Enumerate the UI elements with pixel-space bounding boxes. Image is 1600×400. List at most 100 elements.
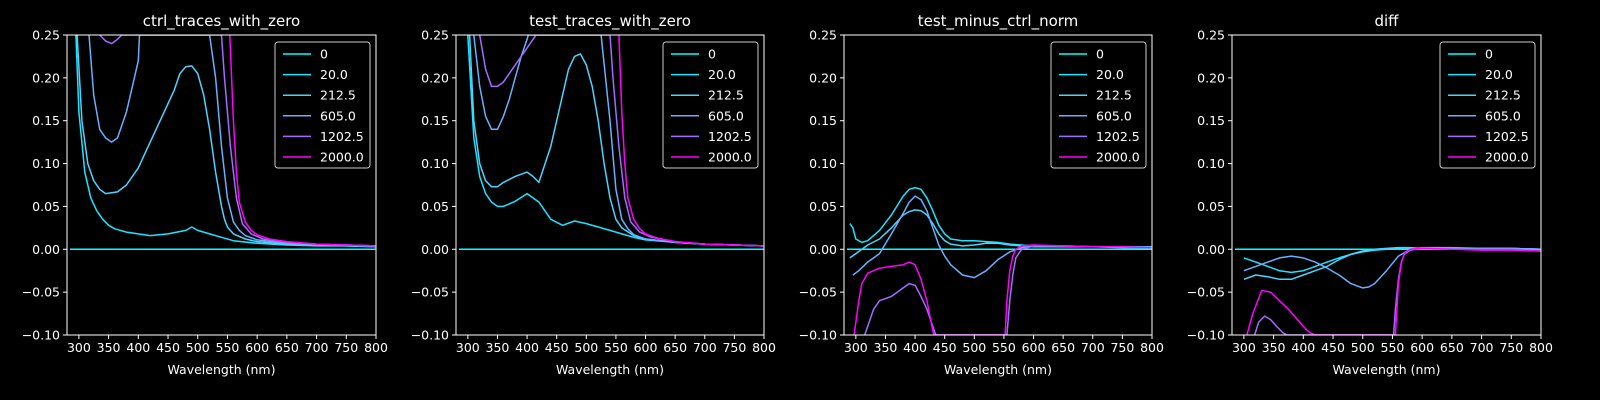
legend-label: 212.5 xyxy=(1096,88,1132,103)
x-tick-label: 650 xyxy=(1440,340,1464,355)
x-axis-ticks: 300 350 400 450 500 550 600 650 700 750 800 xyxy=(456,335,776,355)
x-axis-label: Wavelength (nm) xyxy=(1333,362,1441,377)
y-tick-label: −0.10 xyxy=(799,328,837,343)
y-tick-label: 0.10 xyxy=(421,156,449,171)
legend-label: 212.5 xyxy=(708,88,744,103)
y-tick-label: 0.15 xyxy=(421,113,449,128)
legend-label: 2000.0 xyxy=(1485,150,1529,165)
legend-label: 20.0 xyxy=(320,67,348,82)
x-tick-label: 550 xyxy=(1381,340,1405,355)
legend-label: 1202.5 xyxy=(1485,129,1529,144)
y-axis-ticks: 0.25 0.20 0.15 0.10 0.05 0.00 −0.05 −0.10 xyxy=(411,28,456,343)
panel-title: diff xyxy=(1374,12,1399,30)
axes-frame xyxy=(1231,34,1542,336)
y-tick-label: 0.25 xyxy=(32,28,60,43)
y-tick-label: 0.25 xyxy=(809,28,837,43)
series-line-2000-0 xyxy=(229,35,376,247)
x-axis-ticks: 300 350 400 450 500 550 600 650 700 750 800 xyxy=(844,335,1164,355)
y-tick-label: 0.05 xyxy=(809,199,837,214)
legend-label: 605.0 xyxy=(1485,108,1521,123)
x-tick-label: 800 xyxy=(364,340,388,355)
x-tick-label: 500 xyxy=(574,340,598,355)
y-tick-label: 0.25 xyxy=(421,28,449,43)
panel-4: diff 300 350 400 450 500 550 600 650 700 750 800 0.2… xyxy=(1187,12,1553,377)
legend-label: 0 xyxy=(1485,47,1493,62)
x-tick-label: 500 xyxy=(186,340,210,355)
x-tick-label: 350 xyxy=(97,340,121,355)
x-tick-label: 700 xyxy=(693,340,717,355)
legend: 0 20.0 212.5 605.0 1202.5 2000.0 xyxy=(1439,41,1536,169)
legend-label: 212.5 xyxy=(320,88,356,103)
series-lines xyxy=(459,35,764,251)
y-tick-label: −0.05 xyxy=(411,285,449,300)
legend-label: 1202.5 xyxy=(320,129,364,144)
y-tick-label: 0.15 xyxy=(809,113,837,128)
x-tick-label: 450 xyxy=(1321,340,1345,355)
x-tick-label: 400 xyxy=(126,340,150,355)
y-tick-label: 0.00 xyxy=(1197,242,1225,257)
x-tick-label: 450 xyxy=(156,340,180,355)
series-line-605-0 xyxy=(88,35,376,247)
axes-frame xyxy=(66,34,377,336)
axes-frame xyxy=(843,34,1153,336)
y-tick-label: 0.00 xyxy=(32,242,60,257)
y-tick-label: 0.10 xyxy=(32,156,60,171)
x-axis-label: Wavelength (nm) xyxy=(168,362,276,377)
x-tick-label: 500 xyxy=(962,340,986,355)
x-tick-label: 750 xyxy=(1110,340,1134,355)
x-tick-label: 650 xyxy=(275,340,299,355)
series-line-2000-0 xyxy=(1246,247,1541,335)
x-tick-label: 350 xyxy=(874,340,898,355)
series-lines xyxy=(847,186,1152,335)
legend-label: 0 xyxy=(320,47,328,62)
series-line-2000-0 xyxy=(618,35,764,247)
x-tick-label: 600 xyxy=(1410,340,1434,355)
legend: 0 20.0 212.5 605.0 1202.5 2000.0 xyxy=(662,41,759,169)
legend-label: 20.0 xyxy=(1485,67,1513,82)
legend-label: 2000.0 xyxy=(708,150,752,165)
legend-label: 605.0 xyxy=(708,108,744,123)
y-tick-label: 0.10 xyxy=(1197,156,1225,171)
series-lines xyxy=(1235,246,1541,335)
y-axis-ticks: 0.25 0.20 0.15 0.10 0.05 0.00 −0.05 −0.10 xyxy=(22,28,67,343)
x-tick-label: 350 xyxy=(486,340,510,355)
x-tick-label: 800 xyxy=(752,340,776,355)
series-line-212-5 xyxy=(76,35,376,248)
x-tick-label: 600 xyxy=(634,340,658,355)
x-tick-label: 550 xyxy=(216,340,240,355)
series-line-212-5 xyxy=(849,209,1152,259)
panel-title: ctrl_traces_with_zero xyxy=(143,12,300,31)
legend-label: 212.5 xyxy=(1485,88,1521,103)
x-tick-label: 700 xyxy=(305,340,329,355)
y-tick-label: 0.10 xyxy=(809,156,837,171)
legend-label: 2000.0 xyxy=(1096,150,1140,165)
x-tick-label: 550 xyxy=(604,340,628,355)
x-tick-label: 750 xyxy=(1499,340,1523,355)
x-tick-label: 750 xyxy=(334,340,358,355)
legend: 0 20.0 212.5 605.0 1202.5 2000.0 xyxy=(1050,41,1147,169)
y-tick-label: 0.20 xyxy=(32,70,60,85)
x-tick-label: 300 xyxy=(67,340,91,355)
legend-label: 2000.0 xyxy=(320,150,364,165)
series-line-605-0 xyxy=(473,35,764,247)
y-tick-label: −0.10 xyxy=(22,328,60,343)
y-tick-label: −0.05 xyxy=(799,285,837,300)
x-tick-label: 700 xyxy=(1081,340,1105,355)
y-tick-label: 0.20 xyxy=(809,70,837,85)
x-tick-label: 350 xyxy=(1262,340,1286,355)
panel-3: test_minus_ctrl_norm 300 350 400 450 500 550 60… xyxy=(799,12,1164,377)
x-tick-label: 400 xyxy=(903,340,927,355)
legend: 0 20.0 212.5 605.0 1202.5 2000.0 xyxy=(274,41,371,169)
x-tick-label: 400 xyxy=(1291,340,1315,355)
x-tick-label: 650 xyxy=(663,340,687,355)
y-tick-label: 0.00 xyxy=(421,242,449,257)
x-axis-label: Wavelength (nm) xyxy=(556,362,664,377)
y-tick-label: 0.15 xyxy=(32,113,60,128)
y-axis-ticks: 0.25 0.20 0.15 0.10 0.05 0.00 −0.05 −0.10 xyxy=(1187,28,1232,343)
x-tick-label: 300 xyxy=(844,340,868,355)
series-line-605-0 xyxy=(1243,246,1541,289)
panel-1: ctrl_traces_with_zero 300 350 400 450 500 550 6… xyxy=(22,12,388,377)
legend-label: 605.0 xyxy=(1096,108,1132,123)
x-tick-label: 400 xyxy=(515,340,539,355)
